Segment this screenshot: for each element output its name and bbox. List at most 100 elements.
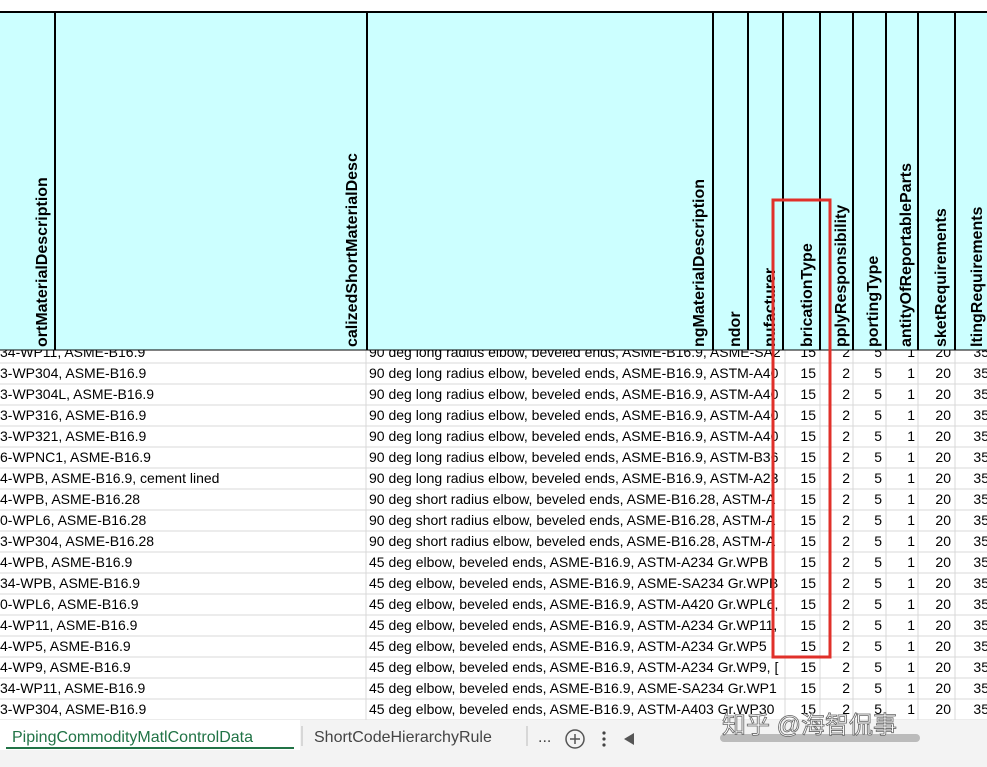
cell: 35 xyxy=(973,386,987,402)
cell: 45 deg elbow, beveled ends, ASME-B16.9, … xyxy=(369,554,776,570)
cell: 35 xyxy=(973,617,987,633)
cell: 35 xyxy=(973,554,987,570)
cell: 90 deg long radius elbow, beveled ends, … xyxy=(369,428,779,444)
cell: 20 xyxy=(935,365,951,381)
cell: 35 xyxy=(973,449,987,465)
cell: 1 xyxy=(907,659,915,675)
cell: 15 xyxy=(800,386,816,402)
cell: 5 xyxy=(874,638,882,654)
cell: 90 deg long radius elbow, beveled ends, … xyxy=(369,386,779,402)
cell: 2 xyxy=(842,344,850,360)
cell: 20 xyxy=(935,491,951,507)
cell: 4-WPB, ASME-B16.9 xyxy=(0,554,132,570)
scrollbar[interactable] xyxy=(720,734,920,742)
cell: 35 xyxy=(973,680,987,696)
cell: 35 xyxy=(973,428,987,444)
cell: 15 xyxy=(800,617,816,633)
scroll-left[interactable] xyxy=(624,733,634,745)
cell: 0-WPL6, ASME-B16.9 xyxy=(0,596,139,612)
cell: 35 xyxy=(973,470,987,486)
cell: 1 xyxy=(907,407,915,423)
cell: 5 xyxy=(874,512,882,528)
cell: 15 xyxy=(800,680,816,696)
cell: 4-WP9, ASME-B16.9 xyxy=(0,659,131,675)
cell: 1 xyxy=(907,365,915,381)
header-row: ortMaterialDescription calizedShortMateri… xyxy=(0,11,987,351)
column-header: ngMaterialDescription xyxy=(691,179,708,347)
cell: 45 deg elbow, beveled ends, ASME-B16.9, … xyxy=(369,617,777,633)
cell: 20 xyxy=(935,554,951,570)
tab-bar: PipingCommodityMatlControlData ShortCode… xyxy=(0,720,987,767)
cell: 15 xyxy=(800,596,816,612)
cell: 45 deg elbow, beveled ends, ASME-B16.9, … xyxy=(369,575,778,591)
cell: 20 xyxy=(935,512,951,528)
cell: 5 xyxy=(874,575,882,591)
column-header: ltingRequirements xyxy=(969,206,986,347)
cell: 2 xyxy=(842,596,850,612)
cell: 2 xyxy=(842,365,850,381)
sheet-tab-active[interactable]: PipingCommodityMatlControlData xyxy=(12,729,253,746)
cell: 35 xyxy=(973,638,987,654)
column-header: antityOfReportableParts xyxy=(898,163,915,347)
cell: 1 xyxy=(907,701,915,717)
cell: 20 xyxy=(935,659,951,675)
cell: 45 deg elbow, beveled ends, ASME-B16.9, … xyxy=(369,659,778,675)
cell: 5 xyxy=(874,680,882,696)
column-header: calizedShortMaterialDesc xyxy=(344,153,361,347)
cell: 2 xyxy=(842,428,850,444)
cell: 90 deg long radius elbow, beveled ends, … xyxy=(369,449,779,465)
column-header: ndor xyxy=(727,311,744,347)
sheet-tab[interactable]: ShortCodeHierarchyRule xyxy=(314,729,492,746)
cell: 35 xyxy=(973,512,987,528)
cell: 1 xyxy=(907,344,915,360)
cell: 1 xyxy=(907,449,915,465)
add-sheet-button[interactable] xyxy=(565,729,585,749)
cell: 90 deg short radius elbow, beveled ends,… xyxy=(369,491,776,507)
cell: 2 xyxy=(842,575,850,591)
cell: 5 xyxy=(874,659,882,675)
cell: 35 xyxy=(973,491,987,507)
cell: 2 xyxy=(842,701,850,717)
cell: 4-WPB, ASME-B16.28 xyxy=(0,491,140,507)
cell: 20 xyxy=(935,386,951,402)
cell: 35 xyxy=(973,407,987,423)
cell: 20 xyxy=(935,575,951,591)
cell: 20 xyxy=(935,449,951,465)
tab-overflow[interactable]: ... xyxy=(538,729,551,746)
cell: 35 xyxy=(973,533,987,549)
menu-dots[interactable] xyxy=(602,731,606,747)
cell: 35 xyxy=(973,701,987,717)
cell: 35 xyxy=(973,575,987,591)
cell: 15 xyxy=(800,365,816,381)
cell: 2 xyxy=(842,512,850,528)
cell: 1 xyxy=(907,428,915,444)
cell: 2 xyxy=(842,554,850,570)
cell: 15 xyxy=(800,701,816,717)
cell: 1 xyxy=(907,512,915,528)
cell: 45 deg elbow, beveled ends, ASME-B16.9, … xyxy=(369,638,775,654)
cell: 90 deg long radius elbow, beveled ends, … xyxy=(369,407,779,423)
cell: 2 xyxy=(842,407,850,423)
cell: 15 xyxy=(800,407,816,423)
column-header: ortMaterialDescription xyxy=(34,177,51,347)
column-header: portingType xyxy=(865,256,882,347)
cell: 2 xyxy=(842,680,850,696)
cell: 15 xyxy=(800,638,816,654)
cell: 20 xyxy=(935,701,951,717)
cell: 34-WP11, ASME-B16.9 xyxy=(0,680,145,696)
highlight-box xyxy=(771,198,832,659)
cell: 15 xyxy=(800,428,816,444)
cell: 1 xyxy=(907,470,915,486)
cell: 15 xyxy=(800,491,816,507)
column-header: bricationType xyxy=(799,243,816,347)
cell: 90 deg long radius elbow, beveled ends, … xyxy=(369,365,779,381)
cell: 5 xyxy=(874,554,882,570)
cell: 5 xyxy=(874,449,882,465)
cell: 1 xyxy=(907,533,915,549)
cell: 5 xyxy=(874,491,882,507)
cell: 5 xyxy=(874,407,882,423)
cell: 1 xyxy=(907,680,915,696)
cell: 15 xyxy=(800,449,816,465)
cell: 15 xyxy=(800,533,816,549)
